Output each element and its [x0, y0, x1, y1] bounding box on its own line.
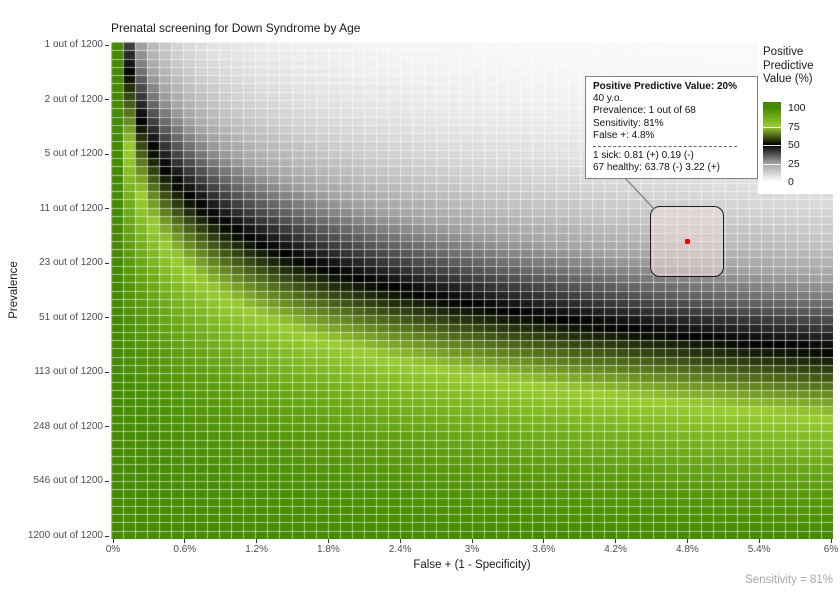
- tooltip-line-falsepos: False +: 4.8%: [593, 129, 655, 141]
- y-tick-mark: [105, 317, 109, 319]
- tooltip-result-healthy: 67 healthy: 63.78 (-) 3.22 (+): [593, 162, 721, 174]
- x-tick-mark: [184, 539, 186, 543]
- x-tick-mark: [758, 539, 760, 543]
- legend-tick-label: 50: [788, 139, 800, 151]
- chart-title: Prenatal screening for Down Syndrome by …: [111, 21, 361, 35]
- x-tick-label: 5.4%: [747, 544, 771, 555]
- x-tick-mark: [543, 539, 545, 543]
- legend-tick-label: 0: [788, 176, 794, 188]
- legend-notch: [763, 126, 781, 128]
- y-tick-label: 51 out of 1200: [39, 311, 103, 323]
- y-tick-label: 113 out of 1200: [34, 366, 103, 378]
- y-tick-label: 23 out of 1200: [39, 257, 103, 269]
- x-tick-label: 0%: [105, 544, 121, 555]
- x-tick-label: 3.6%: [532, 544, 556, 555]
- sensitivity-caption: Sensitivity = 81%: [745, 574, 833, 586]
- legend-tick-label: 75: [788, 120, 800, 133]
- x-tick-label: 1.2%: [245, 544, 268, 555]
- legend-tick-label: 100: [788, 102, 806, 114]
- legend: Positive Predictive Value (%) 100 75 50 25 0: [758, 42, 840, 194]
- x-tick-mark: [471, 539, 473, 543]
- tooltip-line-prevalence: Prevalence: 1 out of 68: [593, 105, 696, 117]
- x-tick-label: 4.8%: [675, 544, 699, 555]
- x-tick-label: 1.8%: [316, 544, 340, 555]
- y-tick-label: 5 out of 1200: [44, 148, 103, 160]
- x-tick-label: 4.2%: [604, 544, 627, 555]
- y-tick-mark: [105, 426, 109, 428]
- tooltip-result-sick: 1 sick: 0.81 (+) 0.19 (-): [593, 150, 694, 162]
- y-tick-mark: [105, 44, 109, 46]
- legend-notch: [763, 145, 781, 146]
- y-axis-title: Prevalence: [8, 261, 20, 319]
- legend-tick-label: 25: [788, 157, 800, 170]
- tooltip-line-sensitivity: Sensitivity: 81%: [593, 117, 664, 129]
- tooltip-title: Positive Predictive Value: 20%: [593, 81, 737, 92]
- y-tick-label: 1200 out of 1200: [27, 530, 103, 541]
- x-axis-title: False + (1 - Specificity): [413, 559, 531, 571]
- tooltip-line-age: 40 y.o.: [593, 93, 623, 105]
- y-tick-label: 248 out of 1200: [33, 420, 103, 432]
- y-tick-mark: [105, 371, 109, 373]
- legend-title: Positive Predictive Value (%): [763, 46, 814, 87]
- tooltip: Positive Predictive Value: 20% 40 y.o. P…: [585, 76, 758, 180]
- x-tick-mark: [112, 539, 114, 543]
- x-tick-label: 2.4%: [388, 544, 412, 555]
- y-tick-label: 546 out of 1200: [33, 475, 103, 487]
- legend-title-line: Value (%): [763, 73, 813, 85]
- tooltip-separator: [593, 146, 738, 148]
- y-tick-label: 1 out of 1200: [44, 39, 103, 50]
- legend-title-line: Predictive: [763, 59, 814, 72]
- x-tick-mark: [686, 539, 688, 543]
- y-tick-mark: [105, 480, 109, 482]
- x-tick-mark: [327, 539, 329, 543]
- y-tick-mark: [105, 99, 109, 101]
- x-tick-label: 6%: [823, 544, 839, 555]
- y-tick-mark: [105, 262, 109, 264]
- legend-colorbar: [763, 102, 781, 186]
- x-tick-mark: [615, 539, 617, 543]
- x-tick-label: 0.6%: [173, 544, 197, 555]
- x-tick-mark: [256, 539, 258, 543]
- x-tick-label: 3%: [464, 544, 480, 555]
- x-tick-mark: [830, 539, 832, 543]
- y-tick-mark: [105, 535, 109, 537]
- y-tick-label: 11 out of 1200: [39, 202, 103, 214]
- y-tick-mark: [105, 208, 109, 210]
- highlighted-cell-dot: [684, 239, 690, 245]
- legend-title-line: Positive: [763, 46, 804, 58]
- legend-notch: [763, 163, 781, 165]
- y-tick-label: 2 out of 1200: [44, 93, 103, 105]
- x-tick-mark: [399, 539, 401, 543]
- y-tick-mark: [105, 153, 109, 155]
